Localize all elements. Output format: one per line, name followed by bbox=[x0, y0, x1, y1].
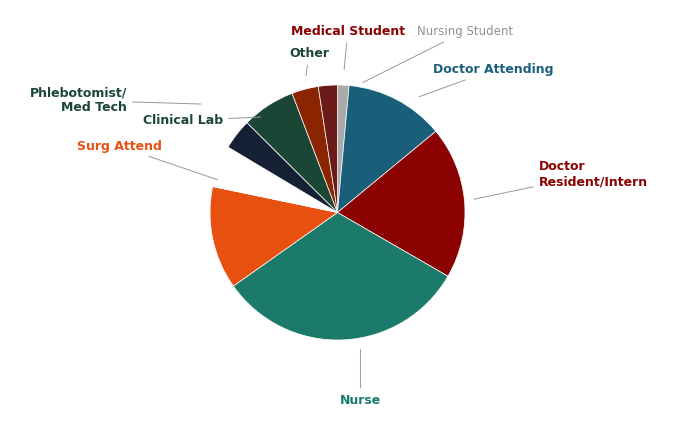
Wedge shape bbox=[210, 187, 338, 286]
Wedge shape bbox=[338, 85, 349, 212]
Wedge shape bbox=[228, 123, 338, 212]
Wedge shape bbox=[338, 85, 436, 212]
Text: Doctor Attending: Doctor Attending bbox=[419, 63, 554, 97]
Text: Medical Student: Medical Student bbox=[291, 25, 405, 69]
Wedge shape bbox=[318, 85, 338, 212]
Wedge shape bbox=[234, 212, 448, 340]
Text: Phlebotomist/
Med Tech: Phlebotomist/ Med Tech bbox=[30, 86, 201, 114]
Wedge shape bbox=[213, 147, 338, 212]
Text: Doctor
Resident/Intern: Doctor Resident/Intern bbox=[474, 160, 648, 199]
Text: Nursing Student: Nursing Student bbox=[363, 25, 513, 82]
Wedge shape bbox=[292, 86, 338, 212]
Wedge shape bbox=[338, 131, 465, 276]
Text: Other: Other bbox=[289, 47, 329, 76]
Text: Nurse: Nurse bbox=[340, 349, 381, 407]
Text: Surg Attend: Surg Attend bbox=[77, 140, 217, 180]
Text: Clinical Lab: Clinical Lab bbox=[142, 114, 261, 127]
Wedge shape bbox=[247, 94, 338, 212]
